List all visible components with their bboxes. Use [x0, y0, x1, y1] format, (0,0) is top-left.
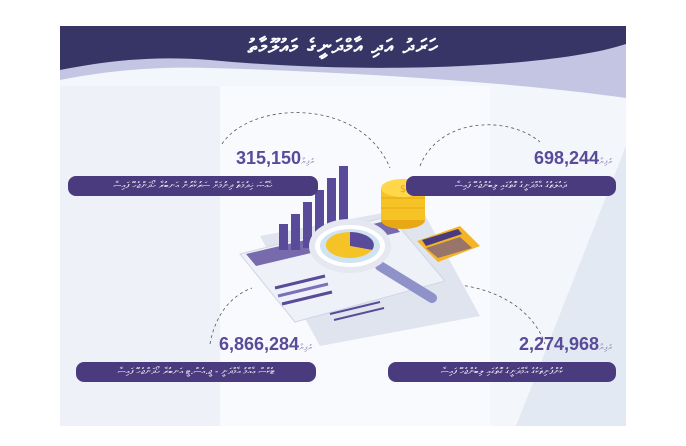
stat-label: ދައުލަތުގެ އާމްދަނީގެ ގޮތުގައި ލިބެންޖެހ…: [406, 176, 616, 196]
stat-block-bottom-right: ރުފިޔާ2,274,968 ކުންފުނިތަކުގެ އާމްދަނީގ…: [388, 334, 616, 382]
currency-unit: ރުފިޔާ: [301, 157, 314, 166]
currency-unit: ރުފިޔާ: [599, 343, 612, 352]
stat-value: 315,150: [235, 148, 302, 168]
stat-label: ޓެކްސް ޢާއްމު އާމްދަނީ - ޖީ.އެސް.ޓީ އަނބ…: [76, 362, 316, 382]
page-title: ހަރަދު އަދި އާމްދަނީގެ މައުލޫމާތު: [247, 34, 439, 58]
stat-label: ޚާއްޞަ ޚިދުމަތް ދިނުމަށް ސަރުކާރުން އަނބ…: [68, 176, 318, 196]
stat-block-top-right: ރުފިޔާ698,244 ދައުލަތުގެ އާމްދަނީގެ ގޮތު…: [406, 148, 616, 196]
stat-label: ކުންފުނިތަކުގެ އާމްދަނީގެ ގޮތުގައި ލިބެނ…: [388, 362, 616, 382]
header-banner: [60, 26, 626, 98]
currency-unit: ރުފިޔާ: [299, 343, 312, 352]
stat-value: 698,244: [533, 148, 600, 168]
stat-block-top-left: ރުފިޔާ315,150 ޚާއްޞަ ޚިދުމަތް ދިނުމަށް ސ…: [68, 148, 318, 196]
stat-value: 6,866,284: [218, 334, 300, 354]
svg-text:$: $: [400, 184, 406, 195]
stat-value: 2,274,968: [518, 334, 600, 354]
currency-unit: ރުފިޔާ: [599, 157, 612, 166]
infographic-card: ހަރަދު އަދި އާމްދަނީގެ މައުލޫމާތު $: [60, 26, 626, 426]
stat-block-bottom-left: ރުފިޔާ6,866,284 ޓެކްސް ޢާއްމު އާމްދަނީ -…: [76, 334, 316, 382]
